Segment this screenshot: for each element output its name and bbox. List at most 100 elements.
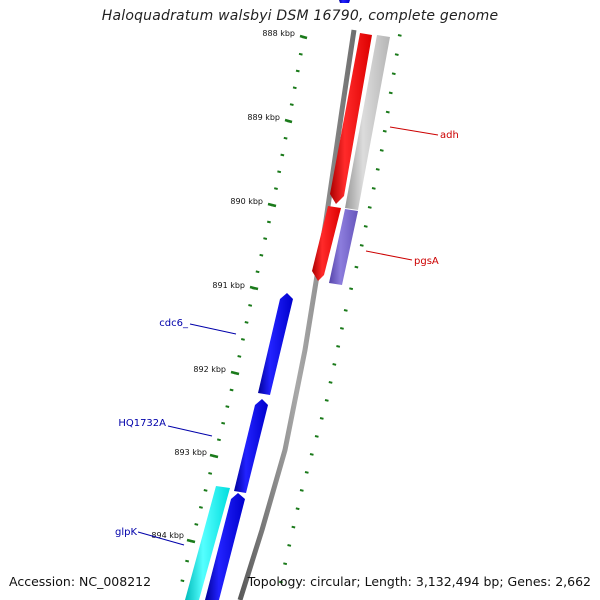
genome-summary-text: Topology: circular; Length: 3,132,494 bp… [247,574,591,589]
inner-ring-dot [229,388,234,392]
tick-mark-894 [186,538,196,544]
outer-ring-dot [304,471,309,474]
inner-ring-dot [221,421,226,425]
inner-ring-dot [259,253,264,257]
inner-ring-dot [255,270,260,274]
inner-ring-dot [244,321,249,324]
gene-arrow-red-2[interactable] [312,206,341,281]
inner-ring-dot [292,86,297,90]
gene-arrow-glpK[interactable] [185,486,230,600]
tick-mark-889 [284,118,293,124]
outer-ring-dot [324,399,329,402]
outer-ring-dot [314,435,319,438]
gene-arrow-adh-grey[interactable] [345,35,390,210]
gene-arrow-cdc6[interactable] [258,293,293,395]
outer-ring-dot [359,244,364,247]
outer-ring-dot [397,34,402,37]
gene-arrow-blue-3[interactable] [205,493,245,600]
outer-ring-dot [391,72,396,76]
tick-label-893: 893 kbp [174,448,207,457]
connector-pgsA [365,250,413,261]
outer-ring-dot [375,168,380,171]
tick-mark-890 [267,202,277,208]
outer-ring-dot [319,417,324,420]
inner-ring-dot [266,220,271,224]
connector-cdc6 [189,323,237,335]
inner-ring-dot [280,153,285,157]
outer-ring-dot [278,580,283,584]
connector-HQ1732A [167,425,213,437]
tick-label-889: 889 kbp [247,113,280,122]
tick-label-890: 890 kbp [230,197,263,206]
outer-ring-dot [379,149,384,152]
inner-ring-dot [198,506,203,509]
outer-ring-dot [295,507,300,511]
tick-label-891: 891 kbp [212,281,245,290]
outer-ring-dot [291,525,296,529]
inner-ring-dot [208,472,213,475]
inner-ring-dot [248,304,253,307]
outer-ring-dot [336,345,341,348]
gene-labels: adh pgsA cdc6_ HQ1732A glpK [115,130,459,538]
connector-adh [389,126,439,136]
outer-ring-dot [354,265,359,269]
outer-ring-dot [328,381,333,384]
outer-ring-dot [363,225,368,228]
outer-ring-dot [299,489,304,492]
tick-label-892: 892 kbp [193,365,226,374]
tick-labels: 888 kbp 889 kbp 890 kbp 891 kbp 892 kbp … [151,29,295,540]
outer-ring-dot [309,453,314,456]
reverse-strand-genes [312,0,390,285]
tick-label-888: 888 kbp [262,29,295,38]
gene-label-cdc6[interactable]: cdc6_ [159,318,189,329]
inner-ring-dot [237,355,242,358]
gene-arrow-HQ1732A[interactable] [234,399,268,493]
inner-ring-dot [240,338,245,341]
gene-label-adh[interactable]: adh [440,130,459,141]
accession-text: Accession: NC_008212 [9,574,152,589]
forward-strand-genes [185,293,293,600]
label-connectors [137,126,439,546]
outer-tick-ring [278,34,402,584]
outer-ring-dot [367,206,372,209]
gene-label-HQ1732A[interactable]: HQ1732A [118,418,166,429]
tick-mark-888 [299,34,308,40]
connector-glpK [137,531,185,546]
outer-ring-dot [388,91,393,95]
outer-ring-dot [287,544,292,547]
inner-ring-dot [283,136,288,140]
inner-ring-dot [263,237,268,240]
inner-ring-dot [277,170,282,174]
outer-ring-dot [394,53,399,56]
major-tick-marks [186,34,308,544]
inner-ring-dot [225,405,230,408]
inner-ring-dot [216,438,221,442]
tick-label-894: 894 kbp [151,531,184,540]
gene-arrow-top-fragment[interactable] [339,0,350,3]
outer-ring-dot [332,363,337,366]
inner-ring-dot [180,579,185,583]
outer-ring-dot [382,129,387,133]
inner-ring-dot [185,559,190,563]
inner-ring-dot [203,489,208,492]
outer-ring-dot [349,287,354,291]
inner-ring-dot [289,103,294,106]
gene-arrow-adh-red[interactable] [330,33,372,204]
gene-arrow-pgsA[interactable] [329,209,358,285]
inner-ring-dot [273,187,278,190]
gene-label-pgsA[interactable]: pgsA [414,256,439,267]
outer-ring-dot [343,309,348,312]
inner-ring-dot [295,69,300,73]
tick-mark-892 [230,370,240,376]
inner-ring-dot [298,52,303,56]
outer-ring-dot [283,562,288,566]
gene-label-glpK[interactable]: glpK [115,527,137,538]
tick-mark-891 [249,285,259,291]
tick-mark-893 [209,453,219,459]
backbone-arc [237,29,357,600]
outer-ring-dot [371,187,376,190]
outer-ring-dot [385,110,390,114]
genome-title: Haloquadratum walsbyi DSM 16790, complet… [101,8,499,24]
inner-ring-dot [194,523,199,526]
